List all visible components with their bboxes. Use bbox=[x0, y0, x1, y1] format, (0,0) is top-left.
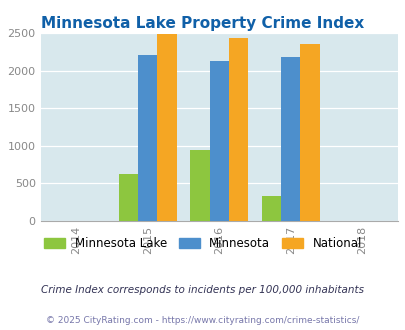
Bar bbox=[209, 61, 228, 221]
Bar bbox=[157, 34, 176, 221]
Bar bbox=[280, 57, 300, 221]
Bar bbox=[138, 55, 157, 221]
Legend: Minnesota Lake, Minnesota, National: Minnesota Lake, Minnesota, National bbox=[39, 232, 366, 255]
Bar bbox=[300, 44, 319, 221]
Bar bbox=[119, 174, 138, 221]
Text: © 2025 CityRating.com - https://www.cityrating.com/crime-statistics/: © 2025 CityRating.com - https://www.city… bbox=[46, 315, 359, 325]
Text: Minnesota Lake Property Crime Index: Minnesota Lake Property Crime Index bbox=[41, 16, 364, 31]
Bar bbox=[261, 196, 280, 221]
Bar bbox=[190, 150, 209, 221]
Bar bbox=[228, 38, 247, 221]
Text: Crime Index corresponds to incidents per 100,000 inhabitants: Crime Index corresponds to incidents per… bbox=[41, 285, 364, 295]
